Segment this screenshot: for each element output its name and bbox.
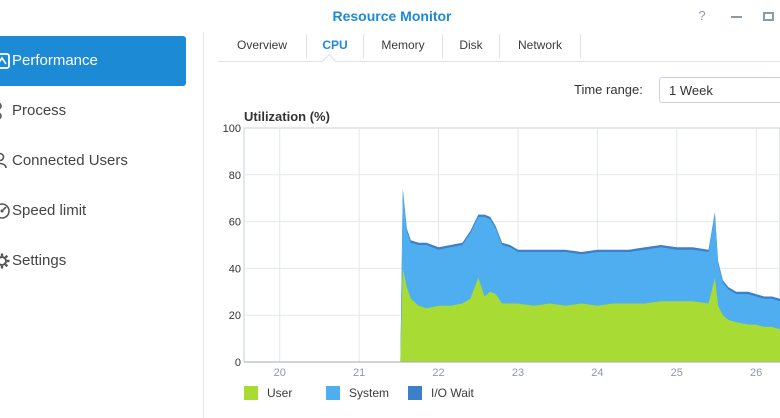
tab-separator (306, 34, 307, 58)
chart-title: Utilization (%) (244, 109, 330, 124)
tab-separator (580, 34, 581, 58)
x-tick-label: 25 (671, 367, 683, 379)
x-tick-label: 21 (353, 367, 365, 379)
speed-icon (0, 203, 10, 219)
x-tick-label: 26 (750, 367, 762, 379)
y-tick-label: 40 (229, 263, 241, 275)
tab-separator (499, 34, 500, 58)
users-icon (0, 152, 7, 169)
sidebar-item-performance[interactable]: Performance (0, 36, 186, 86)
minimize-icon (730, 15, 742, 18)
tab-cpu[interactable]: CPU (322, 38, 348, 52)
tab-disk[interactable]: Disk (459, 38, 483, 52)
maximize-icon (762, 12, 774, 22)
time-range-select[interactable]: 1 Week (659, 77, 780, 103)
y-tick-label: 20 (229, 310, 241, 322)
process-icon (0, 102, 2, 120)
sidebar-divider (203, 32, 204, 418)
help-button[interactable]: ? (698, 8, 706, 23)
sidebar-item-label: Performance (12, 52, 98, 69)
x-tick-label: 24 (591, 367, 603, 379)
x-tick-label: 22 (432, 367, 444, 379)
tab-bar: Overview CPU Memory Disk Network (218, 32, 780, 62)
tab-overview[interactable]: Overview (236, 38, 287, 52)
tab-separator (363, 34, 364, 58)
series-area-user (244, 268, 780, 362)
sidebar-item-connected-users[interactable]: Connected Users (0, 136, 186, 186)
sidebar: Performance Process Connected Users Spee… (0, 32, 200, 418)
gear-icon (0, 253, 10, 269)
sidebar-item-speed-limit[interactable]: Speed limit (0, 186, 186, 236)
x-tick-label: 23 (512, 367, 524, 379)
tab-network[interactable]: Network (517, 38, 562, 52)
minimize-button[interactable] (726, 6, 746, 26)
time-range-value: 1 Week (669, 83, 713, 98)
sidebar-item-process[interactable]: Process (0, 86, 186, 136)
tab-memory[interactable]: Memory (381, 38, 425, 52)
y-tick-label: 100 (223, 123, 241, 135)
legend-swatch (408, 386, 422, 400)
legend-swatch (326, 386, 340, 400)
title-bar: Resource Monitor ? (0, 0, 780, 32)
legend-label: System (349, 386, 390, 400)
y-tick-label: 80 (229, 170, 241, 182)
x-tick-label: 20 (274, 367, 286, 379)
sidebar-item-label: Connected Users (12, 152, 128, 169)
sidebar-item-label: Settings (12, 252, 67, 269)
legend-label: I/O Wait (431, 386, 474, 400)
y-tick-label: 0 (235, 357, 241, 369)
sidebar-item-label: Speed limit (12, 202, 87, 219)
legend-label: User (267, 386, 293, 400)
y-tick-label: 60 (229, 217, 241, 229)
time-range-label: Time range: (574, 82, 643, 97)
sidebar-item-label: Process (12, 102, 67, 119)
gauge-icon (0, 53, 10, 69)
sidebar-item-settings[interactable]: Settings (0, 236, 186, 286)
window-title: Resource Monitor (332, 8, 452, 24)
legend-swatch (244, 386, 258, 400)
tab-separator (442, 34, 443, 58)
maximize-button[interactable] (758, 6, 778, 26)
